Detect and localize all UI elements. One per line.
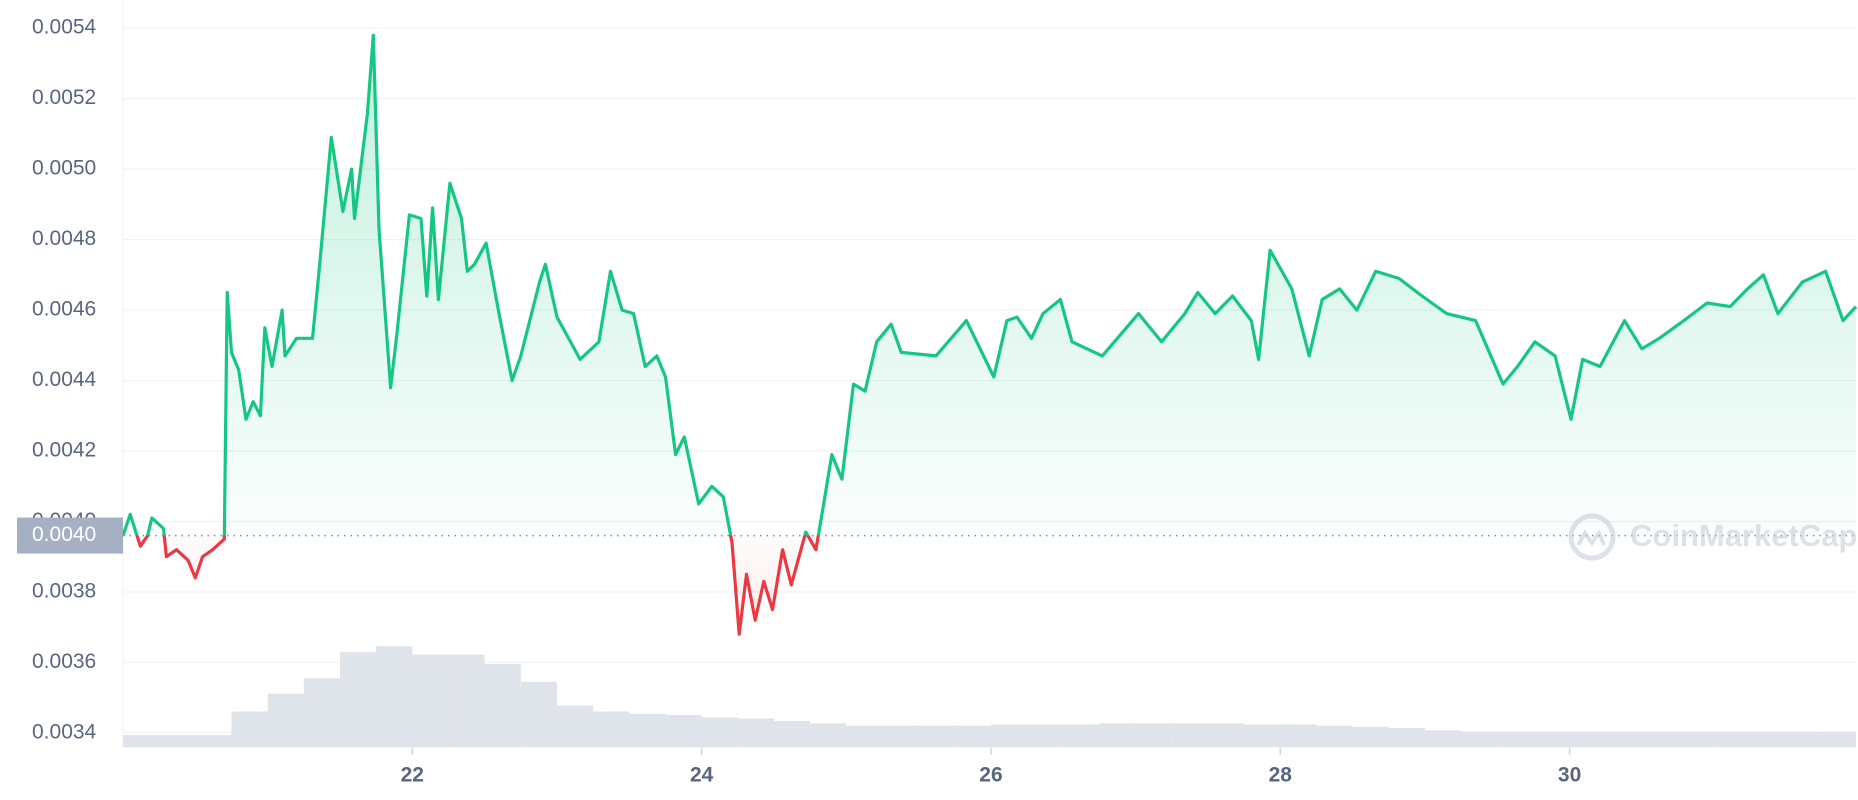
watermark: CoinMarketCap — [1568, 513, 1857, 561]
y-tick-label: 0.0042 — [32, 439, 96, 462]
volume-bar — [1461, 731, 1498, 747]
volume-bar — [990, 724, 1028, 747]
volume-bar — [1424, 730, 1462, 747]
volume-bar — [1605, 731, 1642, 747]
volume-bar — [1207, 723, 1245, 747]
price-line — [121, 33, 1858, 636]
y-tick-label: 0.0034 — [32, 720, 97, 743]
volume-bar — [1497, 731, 1534, 747]
volume-bar — [159, 735, 196, 747]
volume-bar — [1533, 731, 1570, 747]
y-tick-label: 0.0054 — [32, 16, 97, 39]
y-tick-label: 0.0048 — [32, 227, 96, 250]
volume-bar — [376, 646, 413, 747]
volume-bar — [1714, 731, 1751, 747]
volume-bar — [737, 718, 774, 747]
volume-bar — [1280, 724, 1317, 747]
baseline-label-box — [17, 517, 123, 554]
volume-bar — [231, 711, 268, 747]
volume-bar — [1135, 723, 1172, 747]
volume-bar — [1678, 731, 1715, 747]
volume-bar — [954, 725, 991, 747]
volume-bar — [773, 720, 811, 747]
x-tick-label: 30 — [1558, 764, 1581, 787]
y-tick-label: 0.0046 — [32, 298, 96, 321]
watermark-logo-mark — [1576, 528, 1606, 547]
volume-bar — [882, 725, 919, 747]
volume-bar — [1352, 726, 1389, 747]
volume-bar — [1099, 723, 1136, 747]
volume-bar — [1316, 725, 1353, 747]
volume-bar — [484, 664, 521, 747]
volume-bar — [1388, 728, 1425, 747]
volume-bar — [918, 725, 955, 747]
x-tick-label: 24 — [690, 764, 714, 787]
volume-bar — [303, 678, 340, 747]
watermark-logo — [1568, 513, 1616, 561]
volume-bar — [593, 711, 630, 747]
volume-bar — [1027, 724, 1064, 747]
volume-bar — [810, 723, 847, 747]
volume-bar — [701, 717, 738, 747]
label-layer: 0.0040 — [17, 517, 123, 554]
volume-bar — [1171, 723, 1208, 747]
volume-bar — [412, 654, 449, 747]
watermark-text: CoinMarketCap — [1630, 518, 1857, 553]
baseline-label: 0.0040 — [32, 523, 96, 546]
y-tick-label: 0.0044 — [32, 368, 97, 391]
volume-bar — [195, 735, 232, 747]
volume-bar — [1569, 731, 1606, 747]
volume-bar — [1244, 724, 1281, 747]
volume-bar — [629, 713, 666, 747]
volume-bar — [556, 705, 594, 747]
volume-bar — [1063, 724, 1100, 747]
price-area — [123, 35, 1856, 635]
y-tick-label: 0.0038 — [32, 580, 96, 603]
volume-bar — [1641, 731, 1679, 747]
volume-bar — [267, 693, 304, 747]
volume-bar — [123, 735, 160, 747]
volume-bar — [1786, 731, 1823, 747]
y-tick-label: 0.0052 — [32, 86, 96, 109]
volume-bar — [665, 715, 702, 747]
volume-bar — [448, 654, 485, 747]
x-tick-label: 22 — [401, 764, 424, 787]
volume-bar — [1822, 731, 1856, 747]
x-tick-label: 28 — [1269, 764, 1293, 787]
volume-bar — [339, 652, 377, 747]
volume-bar — [520, 681, 557, 747]
volume-bar — [1750, 731, 1787, 747]
volume-layer — [123, 646, 1856, 747]
y-tick-label: 0.0036 — [32, 650, 96, 673]
y-tick-label: 0.0050 — [32, 157, 96, 180]
volume-bar — [846, 725, 883, 747]
x-tick-label: 26 — [979, 764, 1002, 787]
price-layer — [121, 33, 1858, 636]
